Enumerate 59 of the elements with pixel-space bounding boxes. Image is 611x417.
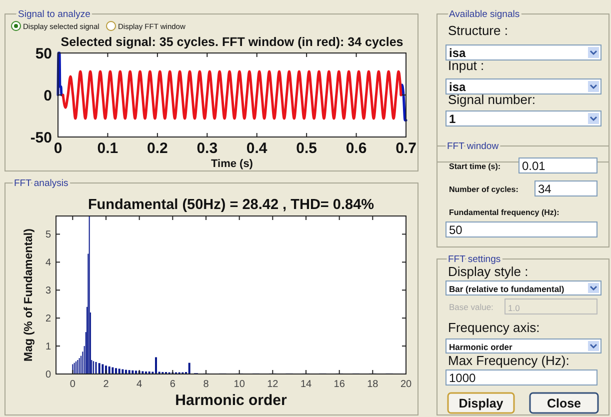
text: Base value:	[449, 302, 494, 312]
x-axis-title: Time (s)	[211, 158, 254, 170]
text: isa	[449, 80, 466, 94]
text: Max Frequency (Hz):	[448, 353, 570, 368]
text: FFT window	[447, 141, 499, 152]
text: Display	[458, 396, 504, 410]
y-tick-label: -50	[30, 129, 52, 146]
x-tick-label: 0.3	[196, 140, 218, 157]
text: 1	[449, 112, 456, 126]
chart-title: Fundamental (50Hz) = 28.42 , THD= 0.84%	[88, 197, 374, 213]
text: Structure :	[448, 23, 508, 38]
text: 0.01	[522, 159, 546, 173]
text: Close	[546, 396, 582, 410]
y-tick-label: 0	[44, 87, 52, 104]
text: Fundamental frequency (Hz):	[449, 208, 560, 217]
x-tick-label: 4	[136, 379, 143, 390]
x-tick-label: 0.2	[147, 140, 168, 157]
x-tick-label: 6	[170, 379, 176, 390]
x-tick-label: 14	[300, 379, 312, 390]
text: Bar (relative to fundamental)	[449, 284, 564, 294]
y-tick-label: 50	[35, 45, 52, 62]
text: Harmonic order	[449, 342, 513, 352]
x-tick-label: 0.7	[396, 140, 416, 157]
text: 50	[449, 223, 463, 237]
x-tick-label: 10	[234, 379, 246, 390]
text: FFT settings	[448, 254, 501, 265]
text: isa	[449, 46, 466, 60]
x-tick-label: 8	[203, 379, 210, 390]
x-tick-label: 0	[70, 379, 76, 390]
y-tick-label: 0	[45, 370, 52, 380]
x-tick-label: 2	[103, 379, 110, 390]
x-tick-label: 12	[267, 379, 279, 390]
x-tick-label: 0.6	[346, 140, 367, 157]
y-tick-label: 1	[45, 342, 52, 353]
y-tick-label: 5	[45, 230, 52, 241]
x-tick-label: 20	[400, 379, 412, 390]
x-axis-title: Harmonic order	[175, 392, 288, 409]
text: Signal number:	[448, 92, 536, 107]
chart-title: Selected signal: 35 cycles. FFT window (in red): 34 cycles	[60, 35, 404, 49]
text: 1000	[449, 371, 476, 385]
x-tick-label: 0.4	[246, 140, 268, 157]
text: Input :	[448, 58, 484, 73]
text: Display style :	[448, 264, 528, 279]
y-tick-label: 2	[45, 314, 52, 325]
y-tick-label: 3	[45, 286, 52, 297]
text: FFT analysis	[14, 178, 68, 189]
x-tick-label: 18	[367, 379, 379, 390]
x-tick-label: 16	[334, 379, 346, 390]
text: Number of cycles:	[449, 185, 518, 194]
x-tick-label: 0.1	[97, 140, 118, 157]
text: 1.0	[508, 303, 520, 313]
text: Start time (s):	[449, 162, 501, 171]
y-tick-label: 4	[45, 258, 52, 269]
text: Available signals	[449, 9, 520, 20]
text: Signal to analyze	[18, 9, 90, 20]
text: Frequency axis:	[448, 320, 540, 335]
text: 34	[538, 182, 552, 196]
x-tick-label: 0.5	[296, 140, 317, 157]
y-axis-title: Mag (% of Fundamental)	[23, 228, 35, 362]
